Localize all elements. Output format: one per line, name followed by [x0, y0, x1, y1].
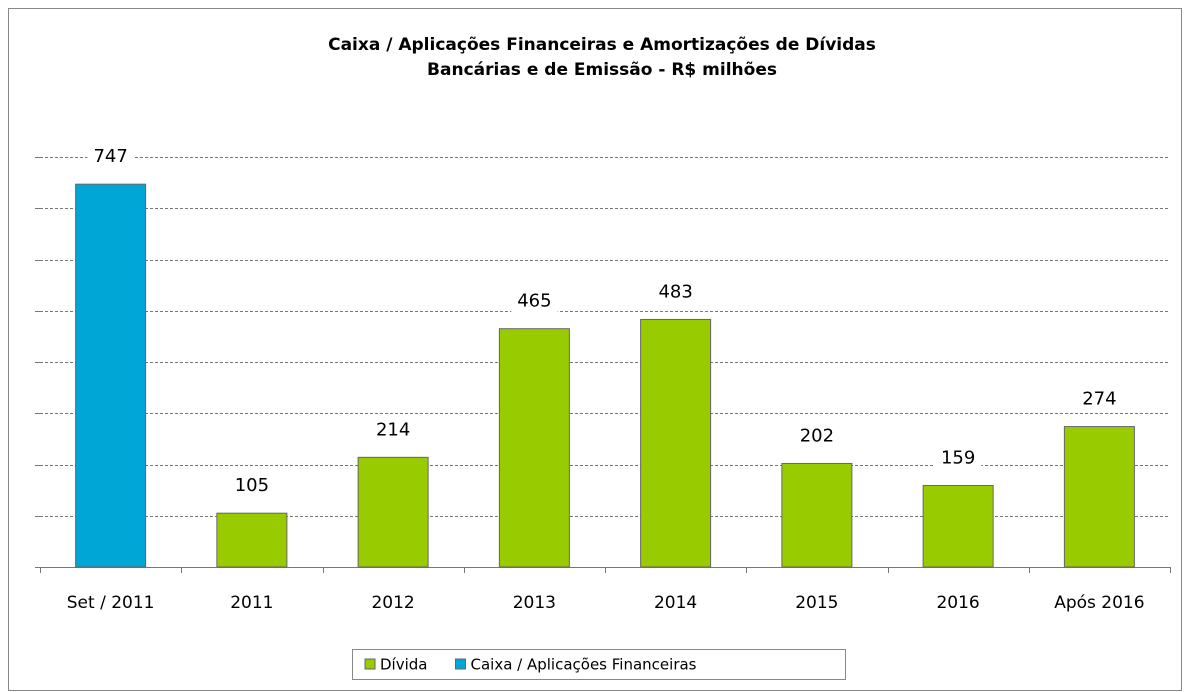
- legend-box: [352, 649, 846, 680]
- data-label: 159: [941, 448, 975, 469]
- data-label: 483: [658, 281, 692, 302]
- chart-border: [8, 8, 1182, 691]
- data-label: 747: [93, 146, 127, 167]
- legend-swatch: [364, 658, 376, 670]
- bar: [1063, 426, 1135, 568]
- data-label: 465: [517, 291, 551, 312]
- bar: [781, 462, 853, 568]
- data-label: 214: [376, 419, 410, 440]
- data-label-bg: [934, 446, 982, 471]
- chart-title: Bancárias e de Emissão - R$ milhões: [427, 60, 777, 80]
- data-label-bg: [511, 289, 558, 314]
- data-label-bg: [652, 280, 699, 305]
- data-label-bg: [793, 424, 841, 449]
- legend-swatch: [454, 658, 466, 670]
- bar: [216, 512, 288, 568]
- x-tick-label: 2013: [513, 593, 556, 613]
- bar: [75, 183, 147, 568]
- data-label-bg: [228, 474, 276, 499]
- bar: [357, 456, 429, 568]
- chart-title: Caixa / Aplicações Financeiras e Amortiz…: [328, 35, 876, 55]
- data-label-bg: [1076, 387, 1123, 412]
- x-tick-label: 2014: [654, 593, 697, 613]
- data-label: 274: [1082, 389, 1116, 410]
- x-tick-label: Após 2016: [1054, 593, 1144, 613]
- x-tick-label: 2016: [936, 593, 979, 613]
- bar: [640, 318, 712, 568]
- bar: [922, 485, 994, 568]
- legend-label: Dívida: [380, 656, 427, 674]
- x-tick-label: 2015: [795, 593, 838, 613]
- data-label: 105: [235, 475, 269, 496]
- x-tick-label: 2011: [230, 593, 273, 613]
- data-label-bg: [87, 145, 134, 170]
- legend-label: Caixa / Aplicações Financeiras: [470, 656, 696, 674]
- x-tick-label: 2012: [371, 593, 414, 613]
- bar: [498, 328, 570, 568]
- x-tick-label: Set / 2011: [67, 593, 155, 613]
- data-label: 202: [800, 425, 834, 446]
- data-label-bg: [369, 418, 417, 443]
